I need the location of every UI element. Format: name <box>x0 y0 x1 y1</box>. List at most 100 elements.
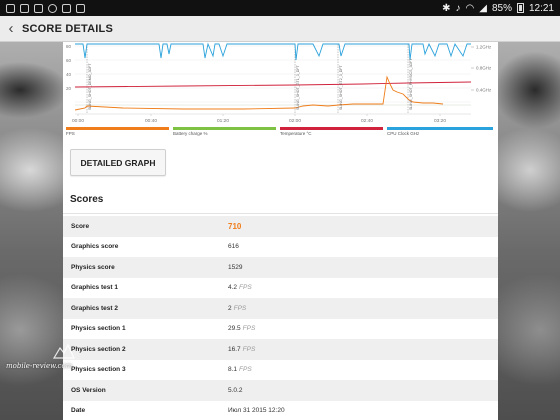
notification-icon <box>20 3 29 13</box>
score-label: Physics section 1 <box>71 325 126 333</box>
y-right-tick-label: 0.8GHz <box>476 66 492 71</box>
app-bar: ‹ SCORE DETAILS <box>0 16 560 42</box>
score-unit: FPS <box>239 366 252 374</box>
cpu-clock-line <box>75 42 471 61</box>
score-label: Graphics test 1 <box>71 284 118 292</box>
x-tick-label: 00:40 <box>145 118 157 124</box>
score-value: 29.5 FPS <box>228 325 255 332</box>
chart-lines <box>74 42 472 111</box>
chart-legend: FPS Battery charge % Temperature °C CPU Clo… <box>66 127 496 139</box>
score-row: Graphics test 1 4.2 FPS <box>63 277 498 298</box>
score-value-number: 4.2 <box>228 284 238 292</box>
notification-icon <box>34 3 43 13</box>
score-value-number: 2 <box>228 304 232 312</box>
legend-item: FPS <box>66 127 169 139</box>
score-value-number: 16.7 <box>228 345 241 353</box>
x-tick-label: 03:20 <box>434 118 446 124</box>
score-value-number: Июл 31 2015 12:20 <box>228 407 285 415</box>
phase-label: SLING_SHOT_DEMO_3DFT <box>88 63 92 110</box>
notification-icon <box>48 3 57 13</box>
score-unit: FPS <box>242 325 256 333</box>
clock: 12:21 <box>528 2 554 14</box>
notification-icon <box>6 3 15 13</box>
score-unit: FPS <box>233 304 247 312</box>
phase-label: SLING_SHOT_GT1_3_DFT <box>296 64 300 110</box>
bluetooth-icon: ✱ <box>442 2 451 14</box>
score-value: 616 <box>228 243 241 250</box>
y-tick-label: 20 <box>66 86 72 91</box>
score-label: Score <box>71 222 90 230</box>
score-value: 16.7 FPS <box>228 346 255 353</box>
legend-item: CPU Clock GHz <box>387 127 493 139</box>
score-label: Graphics test 2 <box>71 304 118 312</box>
mute-icon: ♪ <box>455 2 461 14</box>
score-details-panel: 80 60 40 20 1.2GHz 0.8GHz 0.4GHz 00:00 00:40 01:2… <box>63 42 498 420</box>
score-row: Physics score 1529 <box>63 257 498 278</box>
y-right-tick-label: 1.2GHz <box>476 45 492 50</box>
x-tick-label: 02:00 <box>289 118 301 124</box>
score-value-number: 710 <box>228 221 242 231</box>
back-button[interactable]: ‹ <box>0 16 22 42</box>
phase-label: SLING_SHOT_GT2_3_DFT <box>339 64 343 110</box>
legend-label: FPS <box>66 131 75 136</box>
temperature-line <box>74 81 472 88</box>
performance-chart: 80 60 40 20 1.2GHz 0.8GHz 0.4GHz 00:00 00:40 01:2… <box>66 42 492 124</box>
legend-label: Temperature °C <box>280 131 312 136</box>
score-label: Physics section 2 <box>71 345 126 353</box>
score-label: OS Version <box>71 386 106 394</box>
legend-label: Battery charge % <box>173 131 208 136</box>
score-value: 4.2 FPS <box>228 284 252 291</box>
watermark: mobile-review.com <box>6 362 73 370</box>
score-row: Graphics test 2 2 FPS <box>63 298 498 319</box>
score-row: Physics section 1 29.5 FPS <box>63 318 498 339</box>
notification-icon <box>76 3 85 13</box>
score-value-number: 616 <box>228 243 239 251</box>
scores-heading: Scores <box>70 194 104 205</box>
score-row: Graphics score 616 <box>63 236 498 257</box>
signal-icon: ◢ <box>479 2 487 14</box>
score-label: Physics score <box>71 263 115 271</box>
wifi-icon: ◠ <box>465 2 475 14</box>
legend-item: Temperature °C <box>280 127 383 139</box>
watermark-logo <box>52 343 75 359</box>
x-tick-label: 00:00 <box>72 118 84 124</box>
phase-label: SLING_SHOT_PHYSICS_3DFT <box>409 58 413 110</box>
score-value: Июл 31 2015 12:20 <box>228 407 287 414</box>
legend-item: Battery charge % <box>173 127 276 139</box>
status-bar: ✱ ♪ ◠ ◢ 85% 12:21 <box>0 0 560 16</box>
legend-swatch <box>387 127 493 130</box>
score-row: Physics section 2 16.7 FPS <box>63 339 498 360</box>
chart-grid <box>75 44 474 116</box>
legend-swatch <box>173 127 276 130</box>
battery-icon <box>516 3 524 13</box>
score-value-number: 5.0.2 <box>228 386 243 394</box>
score-value-number: 8.1 <box>228 366 238 374</box>
y-right-tick-label: 0.4GHz <box>476 88 492 93</box>
score-value-number: 1529 <box>228 263 243 271</box>
detailed-graph-button[interactable]: DETAILED GRAPH <box>70 149 166 176</box>
score-value: 5.0.2 <box>228 387 244 394</box>
chart-labels: 80 60 40 20 1.2GHz 0.8GHz 0.4GHz 00:00 00:40 01:2… <box>66 44 492 124</box>
score-row: OS Version 5.0.2 <box>63 380 498 401</box>
score-value-number: 29.5 <box>228 325 241 333</box>
score-row: Date Июл 31 2015 12:20 <box>63 400 498 420</box>
score-unit: FPS <box>239 284 252 292</box>
score-row: Physics section 3 8.1 FPS <box>63 359 498 380</box>
y-tick-label: 80 <box>66 44 72 49</box>
x-tick-label: 01:20 <box>217 118 229 124</box>
divider <box>63 213 498 214</box>
score-value: 1529 <box>228 264 244 271</box>
score-unit: FPS <box>242 345 256 353</box>
battery-percent: 85% <box>491 2 512 14</box>
legend-label: CPU Clock GHz <box>387 131 420 136</box>
x-tick-label: 02:40 <box>361 118 373 124</box>
page-title: SCORE DETAILS <box>22 22 114 35</box>
score-label: Physics section 3 <box>71 366 126 374</box>
y-tick-label: 60 <box>66 58 72 63</box>
y-tick-label: 40 <box>66 72 72 77</box>
score-row: Score 710 <box>63 216 498 237</box>
notification-icon <box>62 3 71 13</box>
score-label: Date <box>71 407 86 415</box>
score-value: 710 <box>228 222 243 231</box>
fps-line <box>74 75 444 111</box>
